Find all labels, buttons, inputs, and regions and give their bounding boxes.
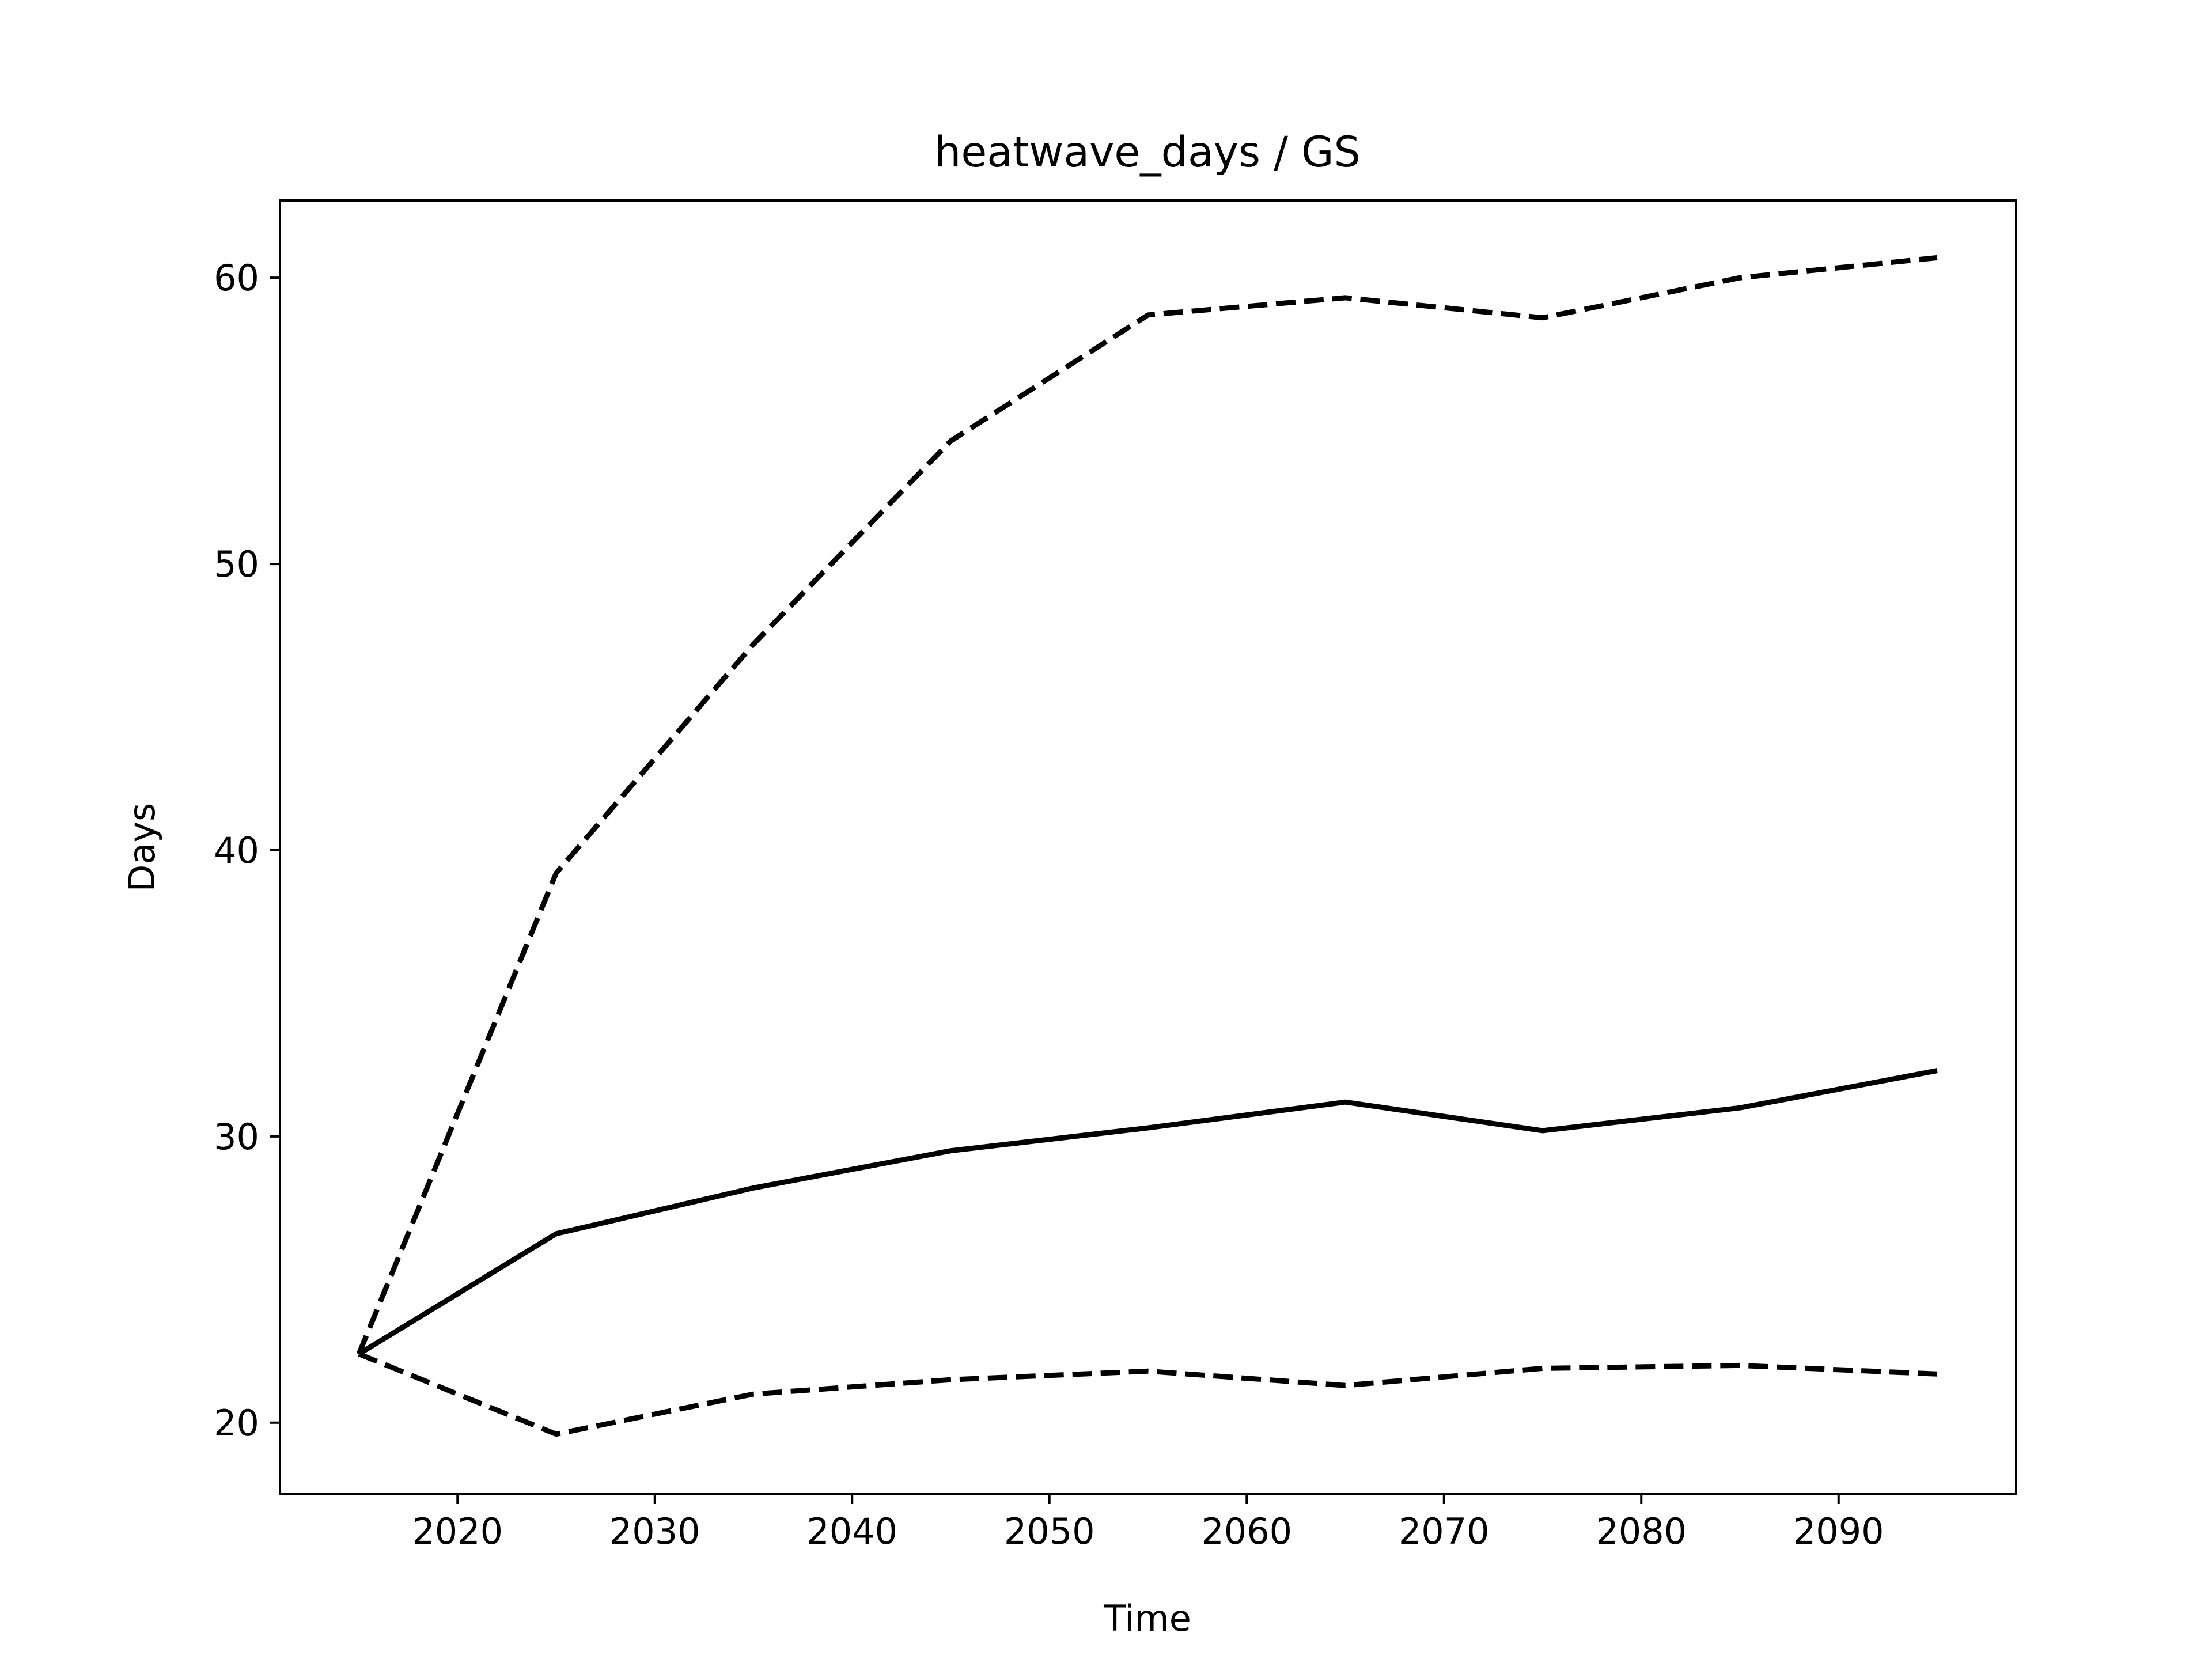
y-tick-label: 50 (214, 543, 259, 585)
x-axis-label: Time (1103, 1597, 1191, 1639)
y-axis: 20 30 40 50 60 (214, 257, 280, 1444)
dashed-series-line-2 (358, 1351, 1938, 1437)
chart-title: heatwave_days / GS (934, 128, 1361, 177)
plot-frame (279, 199, 2017, 1495)
x-tick-label: 2070 (1399, 1510, 1490, 1552)
y-tick-label: 30 (214, 1116, 259, 1158)
x-axis: 2020 2030 2040 2050 2060 2070 2080 2090 (412, 1494, 1884, 1552)
x-tick-label: 2090 (1793, 1510, 1884, 1552)
series-layer (356, 255, 1938, 1437)
x-tick-label: 2050 (1004, 1510, 1095, 1552)
x-tick-label: 2020 (412, 1510, 503, 1552)
plot-area (280, 200, 2016, 1494)
y-tick-label: 20 (214, 1402, 259, 1444)
solid-series-line-0 (357, 1068, 1938, 1357)
x-tick-label: 2060 (1201, 1510, 1292, 1552)
dashed-series-line-1 (356, 255, 1938, 1355)
plot-background (280, 200, 2016, 1494)
x-tick-label: 2030 (609, 1510, 700, 1552)
x-tick-label: 2040 (806, 1510, 897, 1552)
y-tick-label: 40 (214, 830, 259, 872)
x-tick-label: 2080 (1596, 1510, 1687, 1552)
y-axis-label: Days (121, 803, 163, 892)
y-tick-label: 60 (214, 257, 259, 299)
